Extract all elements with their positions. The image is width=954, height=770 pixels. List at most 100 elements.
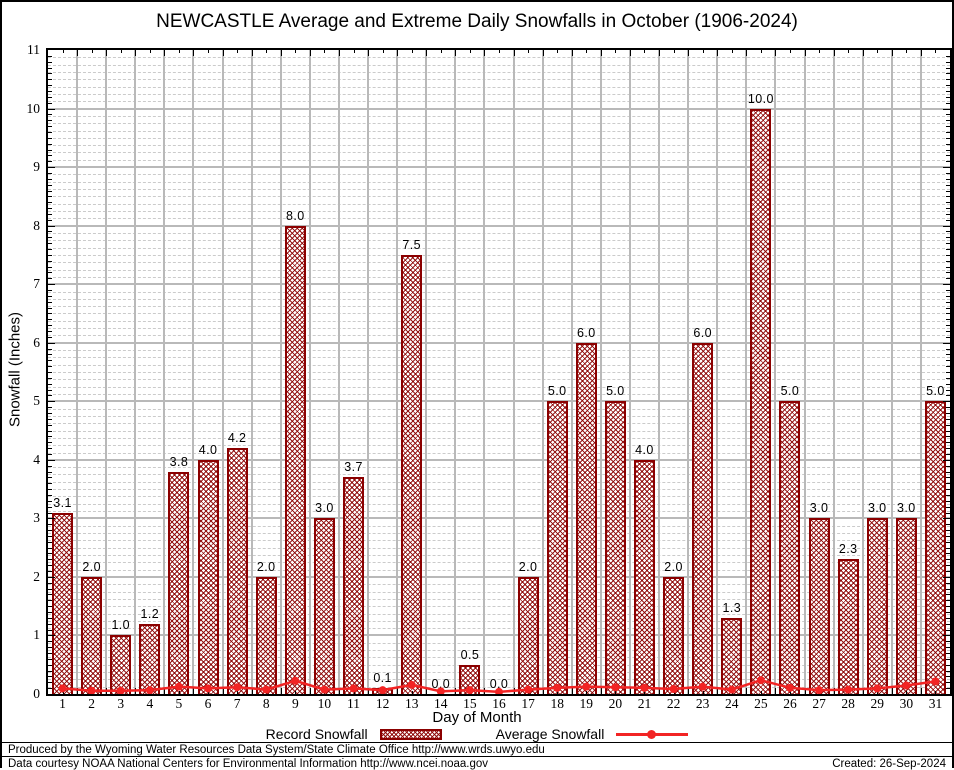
y-tick-right [946,623,950,625]
average-point-day-3 [116,686,125,694]
minor-gridline [48,313,950,315]
x-tick-top [193,50,195,56]
y-tick-left [48,547,52,549]
bar-value-label-day-31: 5.0 [926,384,945,399]
minor-gridline [48,196,950,198]
y-tick-right [946,594,950,596]
y-tick-left [48,623,52,625]
y-tick-left [48,73,52,75]
minor-gridline [48,152,950,154]
average-point-day-11 [349,684,358,693]
y-tick-right [946,676,950,678]
y-tick-right [946,336,950,338]
average-point-day-23 [698,682,707,691]
major-gridline-v [716,50,719,694]
minor-gridline [48,262,950,264]
x-minortick-bottom [411,691,413,694]
legend: Record Snowfall Average Snowfall [2,726,952,742]
y-tick-right [946,278,950,280]
minor-gridline [48,525,950,527]
record-bar-day-27 [808,518,830,694]
bar-value-label-day-23: 6.0 [693,325,712,340]
y-tick-label-0: 0 [33,686,40,701]
y-tick-left [48,430,52,432]
bar-value-label-day-6: 4.0 [198,442,218,457]
average-point-day-6 [204,684,213,693]
major-gridline-v [105,50,108,694]
minor-gridline [48,291,950,293]
minor-gridline [48,657,950,659]
y-tick-right [946,617,950,619]
y-tick-right [946,535,950,537]
y-tick-left [48,372,52,373]
y-tick-left [48,143,52,145]
y-tick-left [48,383,52,385]
record-bar-day-21 [633,459,655,694]
x-tick-label-29: 29 [870,696,885,711]
x-minortick-top [91,50,93,53]
x-tick-bottom [542,688,544,694]
major-gridline-v [687,50,690,694]
major-gridline-v [803,50,806,694]
y-tick-left [48,553,52,555]
minor-gridline [48,533,950,534]
minor-gridline [48,496,950,498]
y-tick-left [48,682,52,684]
major-gridline-h [48,634,950,637]
y-tick-left [48,395,52,397]
bar-value-label-day-18: 5.0 [547,384,567,399]
bar-value-label-day-2: 2.0 [82,559,101,574]
y-tick-left [48,658,52,660]
y-tick-left [48,354,52,356]
x-tick-top [397,50,399,56]
record-bar-day-15 [459,664,481,694]
major-gridline-v [861,50,864,694]
y-tick-left [48,635,55,637]
x-tick-top [164,50,166,56]
x-tick-label-2: 2 [88,696,96,711]
y-tick-right [946,377,950,379]
bar-value-label-day-1: 3.1 [53,495,72,510]
x-tick-label-24: 24 [725,696,739,711]
y-tick-right [946,366,950,368]
major-gridline-h [48,575,950,578]
bar-value-label-day-26: 5.0 [780,384,800,399]
y-tick-left [48,254,52,256]
x-tick-top [135,50,137,56]
average-point-day-7 [233,683,242,692]
y-tick-left [48,167,55,169]
average-point-day-13 [407,680,416,689]
y-tick-left [48,114,52,116]
bar-value-label-day-29: 3.0 [867,501,887,516]
y-tick-right [946,641,950,643]
y-tick-right [946,588,950,590]
x-tick-label-18: 18 [550,696,564,711]
x-minortick-bottom [353,691,355,694]
y-tick-right [946,295,950,297]
minor-gridline [48,328,950,330]
y-tick-left [48,670,52,672]
y-tick-left [48,178,52,180]
y-tick-right [946,489,950,491]
minor-gridline [48,393,950,395]
major-gridline-v [919,50,922,694]
y-tick-left [48,576,55,578]
y-tick-right [946,465,950,467]
minor-gridline [48,232,950,234]
record-bar-day-19 [575,342,597,694]
y-tick-left [48,237,52,239]
x-minortick-top [295,50,297,53]
y-tick-right [946,67,950,69]
bar-value-label-day-8: 2.0 [256,559,276,574]
bar-value-label-day-5: 3.8 [169,454,189,469]
average-point-day-22 [669,684,678,693]
bar-value-label-day-28: 2.3 [838,542,858,557]
x-minortick-top [906,50,908,53]
x-minortick-top [644,50,646,53]
x-tick-top [833,50,835,56]
x-tick-top [280,50,282,56]
x-tick-bottom [775,688,777,694]
y-tick-left [48,243,52,245]
average-point-day-24 [727,685,736,694]
x-tick-bottom [746,688,748,694]
